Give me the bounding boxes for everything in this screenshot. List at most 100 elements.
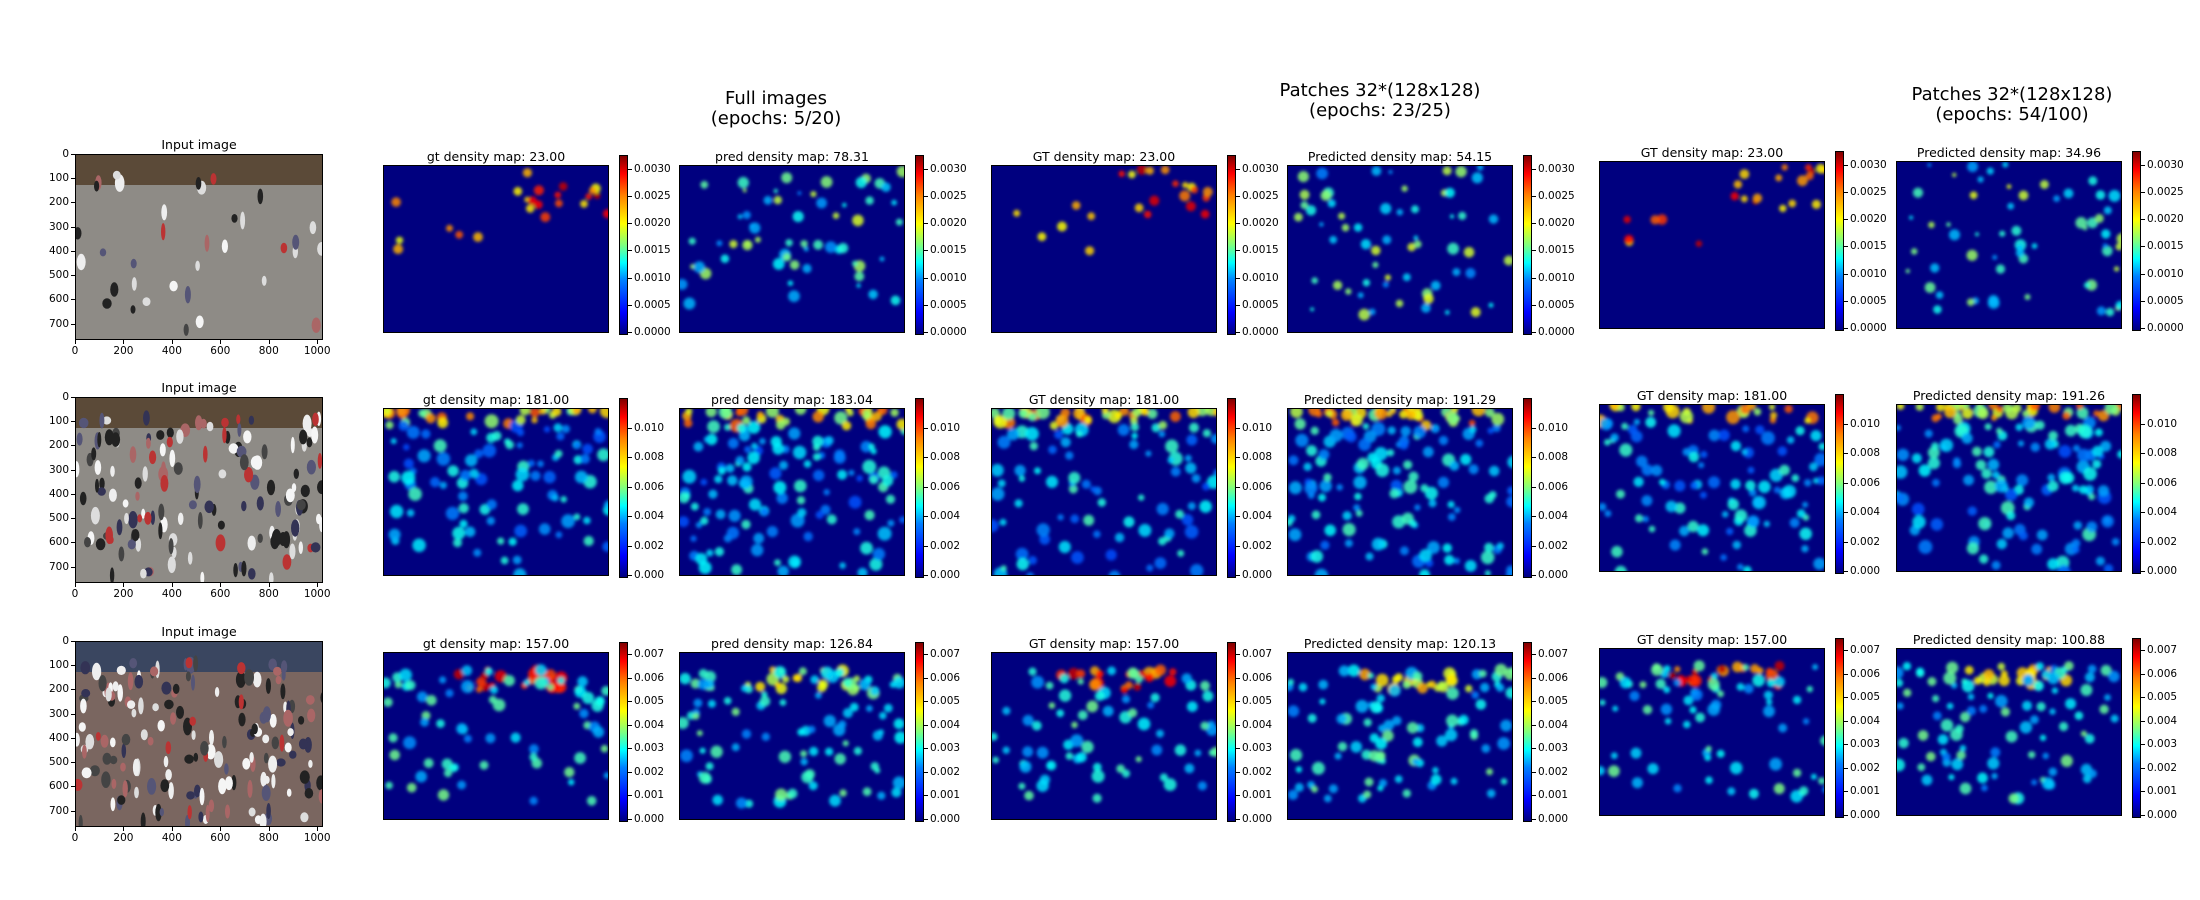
density-blob xyxy=(992,463,1004,477)
density-blob xyxy=(1127,667,1139,679)
density-blob xyxy=(854,271,865,282)
density-blob xyxy=(1356,457,1369,470)
density-map xyxy=(679,408,905,576)
density-map xyxy=(991,165,1217,333)
colorbar-tick-label: 0.000 xyxy=(634,569,665,581)
density-blob xyxy=(773,481,787,494)
density-blob xyxy=(1927,677,1937,686)
density-blob xyxy=(2048,430,2058,441)
density-blob xyxy=(2060,754,2073,767)
density-blob xyxy=(2094,428,2103,437)
density-map xyxy=(1599,161,1825,329)
pedestrian xyxy=(221,417,229,428)
density-blob xyxy=(747,451,760,465)
colorbar-tick-label: 0.000 xyxy=(1242,569,1273,581)
density-blob xyxy=(1987,458,2000,471)
colorbar-tick-label: 0.001 xyxy=(1538,789,1569,802)
density-blob xyxy=(1744,524,1757,537)
density-blob xyxy=(1509,667,1512,676)
density-blob xyxy=(879,711,887,720)
colorbar-tick-mark xyxy=(1532,332,1536,333)
density-blob xyxy=(561,514,575,529)
colorbar-tick-label: 0.007 xyxy=(1538,648,1569,661)
density-blob xyxy=(1328,784,1338,794)
colorbar xyxy=(619,155,628,335)
colorbar-tick-label: 0.0010 xyxy=(2147,267,2184,280)
colorbar-tick-label: 0.007 xyxy=(634,648,665,661)
density-blob xyxy=(1932,478,1940,487)
density-blob xyxy=(2108,189,2121,202)
density-blob xyxy=(735,409,744,417)
density-blob xyxy=(1792,695,1802,705)
density-blob xyxy=(794,479,807,493)
density-blob xyxy=(769,467,782,480)
density-blob xyxy=(426,695,437,706)
density-blob xyxy=(473,548,482,557)
density-blob xyxy=(580,454,590,464)
pedestrian xyxy=(134,477,142,489)
density-blob xyxy=(2082,225,2088,231)
density-blob xyxy=(1447,513,1456,521)
density-blob xyxy=(1721,511,1729,518)
pedestrian xyxy=(218,778,227,795)
pedestrian xyxy=(158,522,163,540)
colorbar-tick-label: 0.006 xyxy=(634,480,665,493)
pedestrian xyxy=(173,462,183,475)
colorbar-tick-mark xyxy=(924,196,928,198)
density-blob xyxy=(2078,485,2088,494)
density-blob xyxy=(1727,498,1739,510)
density-blob xyxy=(592,726,605,738)
density-blob xyxy=(1969,191,1978,200)
colorbar-tick-label: 0.004 xyxy=(2147,714,2178,727)
colorbar-tick-label: 0.0015 xyxy=(1850,240,1887,253)
colorbar-tick-mark xyxy=(1236,332,1240,333)
colorbar-tick-label: 0.006 xyxy=(930,480,961,493)
density-blob xyxy=(725,463,735,473)
density-blob xyxy=(555,199,563,208)
density-blob xyxy=(475,473,488,486)
colorbar-tick-label: 0.002 xyxy=(1850,761,1881,774)
density-blob xyxy=(2084,484,2095,495)
density-blob xyxy=(1822,786,1824,793)
density-blobs xyxy=(1897,661,2120,805)
density-blob xyxy=(1396,208,1404,216)
pedestrian xyxy=(268,755,278,773)
density-blob xyxy=(1468,464,1479,475)
density-blob xyxy=(1156,502,1169,516)
pedestrian xyxy=(95,538,106,551)
pedestrian xyxy=(271,736,279,750)
density-blob xyxy=(2002,162,2009,168)
input-image-xtick: 0 xyxy=(71,832,79,844)
density-heatmap xyxy=(1600,405,1824,571)
pedestrian xyxy=(286,788,292,797)
density-blob xyxy=(1353,475,1367,489)
density-blob xyxy=(2000,707,2010,717)
pedestrian xyxy=(102,416,112,425)
density-blob xyxy=(683,297,696,310)
density-blob xyxy=(1179,190,1191,202)
pedestrian xyxy=(291,519,300,537)
pedestrian xyxy=(237,423,242,437)
density-blob xyxy=(1048,445,1057,454)
density-blob xyxy=(1319,222,1324,227)
density-blob xyxy=(891,199,897,206)
density-blob xyxy=(1918,539,1933,554)
colorbar-tick-mark xyxy=(628,771,632,773)
density-blob xyxy=(1298,682,1308,692)
density-blob xyxy=(1766,678,1776,688)
colorbar-tick-label: 0.000 xyxy=(2147,565,2178,577)
density-blob xyxy=(1486,768,1493,776)
pedestrian xyxy=(239,454,249,471)
density-blob xyxy=(1101,409,1109,414)
density-blob xyxy=(527,459,535,467)
density-blob xyxy=(763,195,773,205)
pedestrian xyxy=(317,480,322,495)
density-blob xyxy=(788,555,801,569)
pedestrian xyxy=(101,771,111,788)
density-blob xyxy=(2051,687,2059,694)
density-blob xyxy=(599,409,608,419)
density-blob xyxy=(1353,504,1361,512)
density-blob xyxy=(574,752,586,764)
xtick-mark xyxy=(220,583,222,587)
density-blob xyxy=(1460,453,1472,466)
